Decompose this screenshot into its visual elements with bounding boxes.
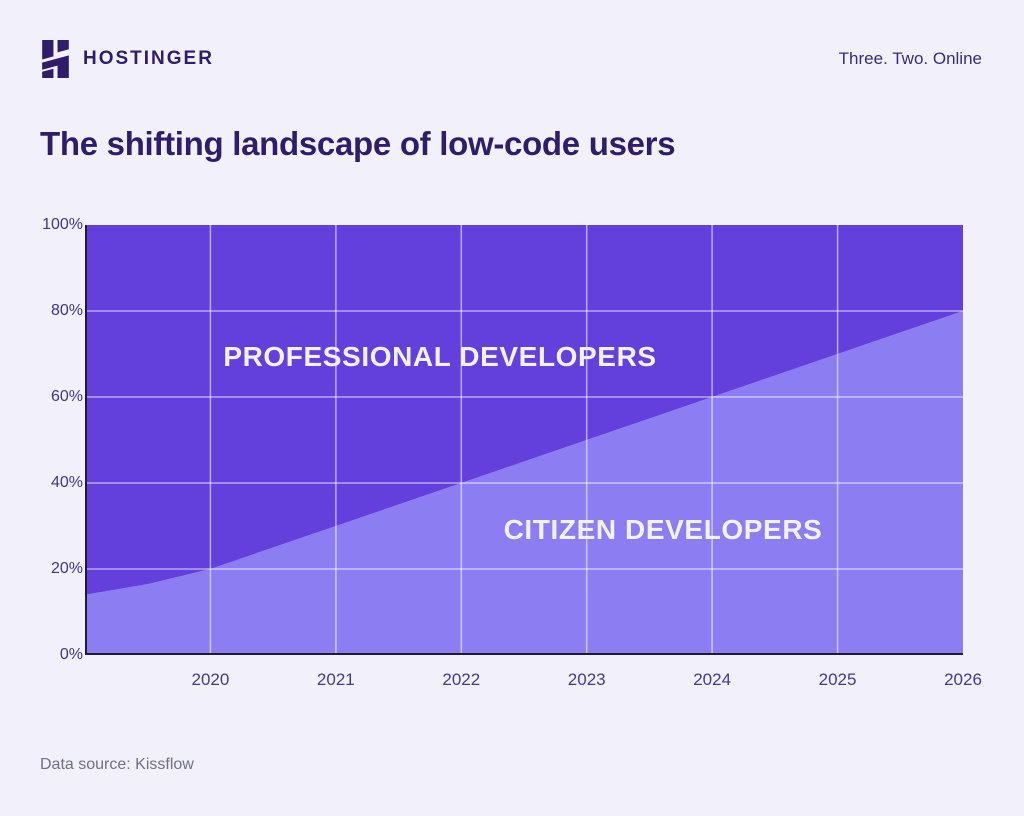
header: HOSTINGER Three. Two. Online bbox=[40, 36, 982, 82]
x-tick-label: 2021 bbox=[316, 670, 355, 689]
y-tick-label: 40% bbox=[50, 474, 83, 491]
stacked-area-chart: 0% 20% 40% 60% 80% 100% 2020 2021 2022 2023 2024 2… bbox=[42, 216, 982, 689]
x-tick-label: 2026 bbox=[944, 670, 982, 689]
x-tick-label: 2024 bbox=[693, 670, 732, 689]
data-source-note: Data source: Kissflow bbox=[40, 756, 194, 773]
chart-canvas bbox=[85, 225, 963, 655]
y-tick-label: 60% bbox=[50, 388, 83, 405]
y-tick-label: 0% bbox=[59, 646, 83, 663]
series-label-citizen-developers: CITIZEN DEVELOPERS bbox=[503, 514, 823, 545]
x-tick-label: 2020 bbox=[191, 670, 230, 689]
header-tagline: Three. Two. Online bbox=[838, 49, 982, 68]
brand: HOSTINGER bbox=[40, 39, 214, 80]
y-tick-label: 80% bbox=[50, 302, 83, 319]
brand-name: HOSTINGER bbox=[83, 48, 214, 69]
series-label-professional-developers: PROFESSIONAL DEVELOPERS bbox=[223, 341, 657, 372]
page-title: The shifting landscape of low-code users bbox=[40, 125, 676, 162]
x-tick-label: 2022 bbox=[442, 670, 481, 689]
hostinger-logo-icon bbox=[40, 39, 71, 80]
area-professional-developers bbox=[85, 225, 963, 595]
y-tick-label: 20% bbox=[50, 560, 83, 577]
y-tick-label: 100% bbox=[42, 216, 83, 233]
x-tick-label: 2025 bbox=[818, 670, 857, 689]
x-tick-label: 2023 bbox=[567, 670, 606, 689]
